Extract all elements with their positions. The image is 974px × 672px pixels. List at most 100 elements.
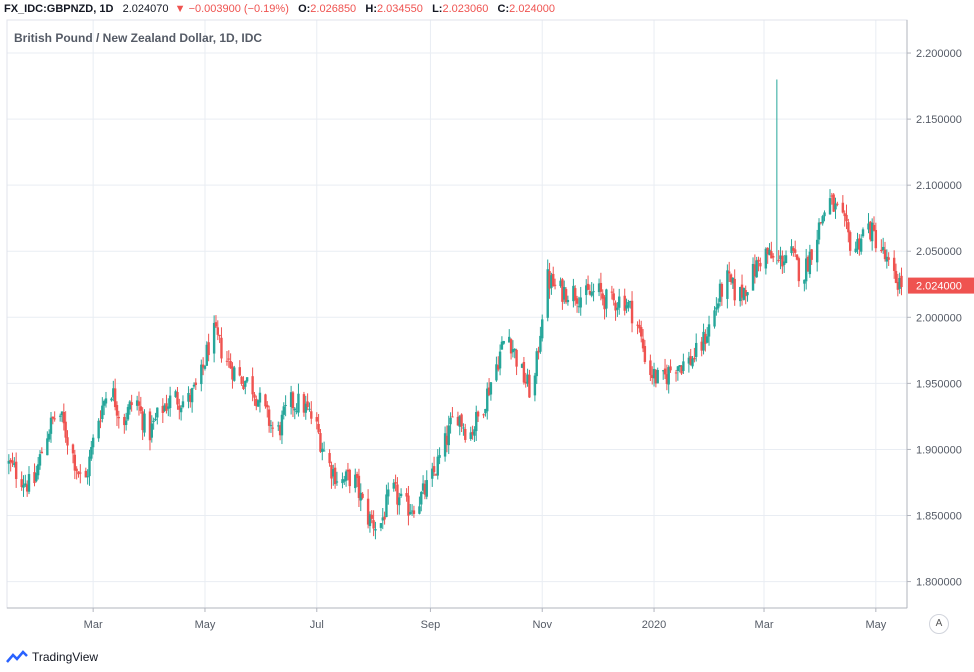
candle-body (693, 357, 696, 360)
candle-body (233, 367, 236, 381)
high-value: 2.034550 (376, 3, 423, 15)
candle-body (636, 324, 639, 326)
candle-body (700, 341, 703, 351)
candle-body (782, 261, 786, 265)
candle-body (836, 203, 839, 205)
candle-body (139, 406, 143, 411)
candle-body (432, 466, 436, 473)
candle-body (143, 413, 146, 433)
price-axis[interactable]: 2.200000 2.150000 2.100000 2.050000 2.000000… (907, 48, 962, 589)
candle-body (434, 474, 438, 476)
candle-body (841, 202, 845, 213)
candle-body (524, 381, 527, 384)
time-tick-label: May (865, 619, 886, 631)
candle-body (678, 365, 681, 367)
candle-body (843, 213, 846, 217)
candle-body (278, 425, 282, 436)
candle-body (535, 351, 538, 377)
candle-body (46, 438, 49, 456)
candle-body (49, 417, 53, 434)
candle-body (35, 473, 38, 482)
candle-body (77, 471, 80, 475)
candle-body (771, 255, 775, 258)
candle-body (656, 370, 659, 384)
candle-body (123, 416, 126, 426)
candle-body (768, 249, 771, 256)
candle-body (614, 302, 617, 311)
candle-body (51, 416, 55, 419)
candle-body (130, 402, 133, 406)
candle-body (548, 271, 551, 289)
candle-body (473, 429, 476, 436)
close-value: 2.024000 (509, 3, 556, 15)
price-down-icon: ▼ (171, 3, 186, 15)
candle-body (167, 406, 170, 409)
candle-body (845, 214, 848, 222)
candle-body (559, 280, 562, 287)
candle-body (115, 405, 119, 416)
candle-body (720, 284, 724, 297)
candle-body (38, 454, 42, 466)
candle-body (509, 339, 513, 354)
candle-body (368, 514, 372, 527)
candle-body (289, 392, 293, 407)
candle-body (740, 284, 744, 298)
time-tick-label: Sep (421, 619, 441, 631)
candle-body (161, 405, 165, 413)
price-tick-label: 2.100000 (916, 180, 962, 192)
candle-body (706, 336, 709, 343)
candle-body (293, 408, 296, 411)
candle-body (755, 260, 758, 278)
candle-body (784, 255, 788, 263)
candle-body (654, 370, 658, 384)
candle-body (848, 232, 852, 251)
chart-grid (7, 20, 907, 608)
candle-body (399, 493, 403, 497)
time-axis[interactable]: Mar May Jul Sep Nov 2020 Mar May (84, 608, 887, 631)
candle-body (355, 474, 359, 478)
candle-body (484, 408, 487, 414)
candle-body (872, 225, 876, 231)
candle-body (302, 394, 306, 413)
candle-body (487, 387, 491, 395)
candle-body (738, 287, 742, 302)
candle-body (526, 374, 529, 384)
candle-body (438, 455, 441, 458)
tradingview-brand[interactable]: TradingView (6, 648, 98, 666)
candle-body (335, 481, 339, 483)
candle-body (366, 498, 370, 525)
candle-body (357, 475, 361, 498)
candle-body (687, 357, 691, 364)
candle-body (476, 411, 480, 417)
candle-body (231, 366, 234, 380)
candle-body (33, 472, 36, 484)
candle-body (218, 335, 221, 337)
candle-body (663, 368, 667, 375)
candle-body (522, 361, 526, 383)
candle-body (515, 349, 518, 367)
candle-body (753, 264, 757, 277)
candle-body (343, 479, 346, 482)
candle-body (332, 469, 335, 477)
candle-body (643, 346, 647, 362)
candle-body (695, 342, 698, 357)
candle-body (592, 291, 595, 293)
candle-body (883, 249, 887, 260)
candle-body (308, 408, 311, 410)
candle-body (682, 361, 685, 372)
candle-body (9, 459, 12, 463)
candle-body (7, 460, 11, 464)
symbol-label[interactable]: FX_IDC:GBPNZD, 1D (4, 3, 114, 15)
candle-body (410, 510, 414, 512)
candle-body (168, 395, 172, 409)
candle-body (828, 198, 832, 215)
candle-body (431, 468, 434, 479)
candle-body (361, 493, 364, 498)
auto-scale-button[interactable]: A (929, 614, 949, 634)
brand-label: TradingView (32, 650, 99, 664)
candle-body (317, 423, 320, 433)
candle-body (291, 392, 295, 409)
last-price-marker: 2.024000 (908, 277, 974, 294)
candle-body (86, 476, 89, 478)
